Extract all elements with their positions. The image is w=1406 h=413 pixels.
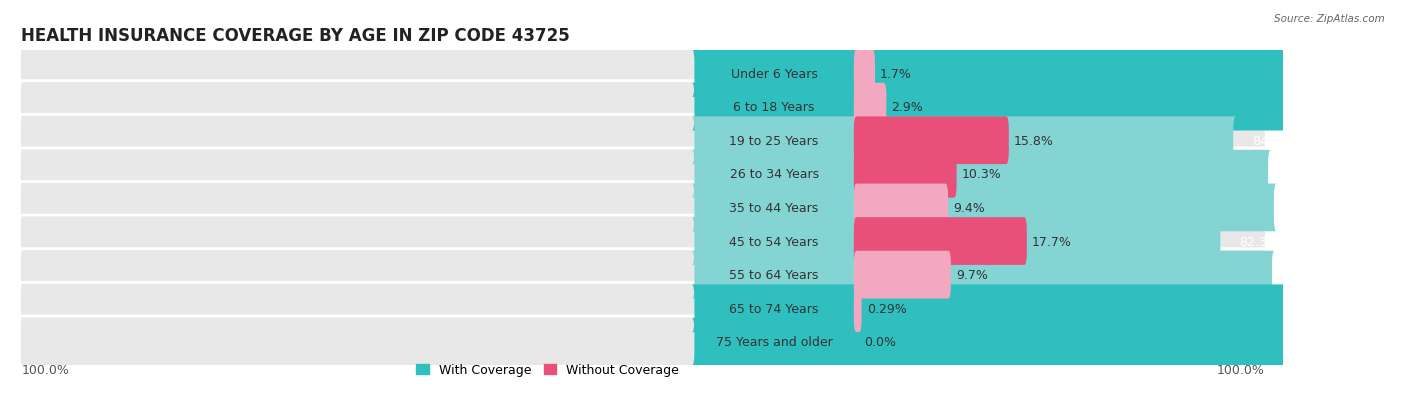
Text: Source: ZipAtlas.com: Source: ZipAtlas.com [1274,14,1385,24]
FancyBboxPatch shape [853,117,1008,165]
FancyBboxPatch shape [692,251,1274,299]
Text: 10.3%: 10.3% [962,168,1001,181]
FancyBboxPatch shape [853,285,862,332]
Text: 98.3%: 98.3% [1341,67,1382,81]
Text: Under 6 Years: Under 6 Years [731,67,817,81]
Text: 82.3%: 82.3% [1239,235,1278,248]
Legend: With Coverage, Without Coverage: With Coverage, Without Coverage [412,358,685,381]
Text: 19 to 25 Years: 19 to 25 Years [730,134,818,147]
FancyBboxPatch shape [692,184,1277,232]
Text: 97.1%: 97.1% [1334,101,1374,114]
Text: 26 to 34 Years: 26 to 34 Years [730,168,818,181]
Text: 1.7%: 1.7% [880,67,912,81]
Text: HEALTH INSURANCE COVERAGE BY AGE IN ZIP CODE 43725: HEALTH INSURANCE COVERAGE BY AGE IN ZIP … [21,27,569,45]
Text: 90.6%: 90.6% [1292,202,1331,214]
Text: 2.9%: 2.9% [891,101,924,114]
FancyBboxPatch shape [853,50,875,97]
Text: 9.7%: 9.7% [956,268,988,282]
Text: 0.29%: 0.29% [866,302,907,315]
FancyBboxPatch shape [692,151,1271,198]
Text: 17.7%: 17.7% [1032,235,1071,248]
FancyBboxPatch shape [853,83,886,131]
FancyBboxPatch shape [20,182,1267,234]
FancyBboxPatch shape [692,50,1326,97]
Text: 9.4%: 9.4% [953,202,984,214]
Text: 6 to 18 Years: 6 to 18 Years [734,101,815,114]
FancyBboxPatch shape [692,218,1223,265]
Text: 0.0%: 0.0% [863,335,896,349]
FancyBboxPatch shape [20,282,1267,334]
FancyBboxPatch shape [20,48,1267,100]
Text: 90.3%: 90.3% [1291,268,1330,282]
Text: 100.0%: 100.0% [1353,335,1400,349]
FancyBboxPatch shape [20,149,1267,200]
FancyBboxPatch shape [853,218,1026,265]
FancyBboxPatch shape [692,83,1319,131]
Text: 65 to 74 Years: 65 to 74 Years [730,302,818,315]
Text: 89.7%: 89.7% [1286,168,1326,181]
FancyBboxPatch shape [853,251,950,299]
Text: 84.3%: 84.3% [1251,134,1291,147]
FancyBboxPatch shape [853,184,948,232]
Text: 99.7%: 99.7% [1351,302,1391,315]
FancyBboxPatch shape [692,318,1337,366]
Text: 45 to 54 Years: 45 to 54 Years [730,235,818,248]
FancyBboxPatch shape [692,117,1236,165]
Text: 100.0%: 100.0% [21,363,69,376]
Text: 35 to 44 Years: 35 to 44 Years [730,202,818,214]
Text: 100.0%: 100.0% [1216,363,1264,376]
FancyBboxPatch shape [20,249,1267,301]
FancyBboxPatch shape [20,316,1267,368]
FancyBboxPatch shape [20,81,1267,133]
FancyBboxPatch shape [20,115,1267,167]
FancyBboxPatch shape [853,151,956,198]
FancyBboxPatch shape [692,285,1336,332]
Text: 55 to 64 Years: 55 to 64 Years [730,268,818,282]
FancyBboxPatch shape [20,216,1267,267]
Text: 75 Years and older: 75 Years and older [716,335,832,349]
Text: 15.8%: 15.8% [1014,134,1053,147]
